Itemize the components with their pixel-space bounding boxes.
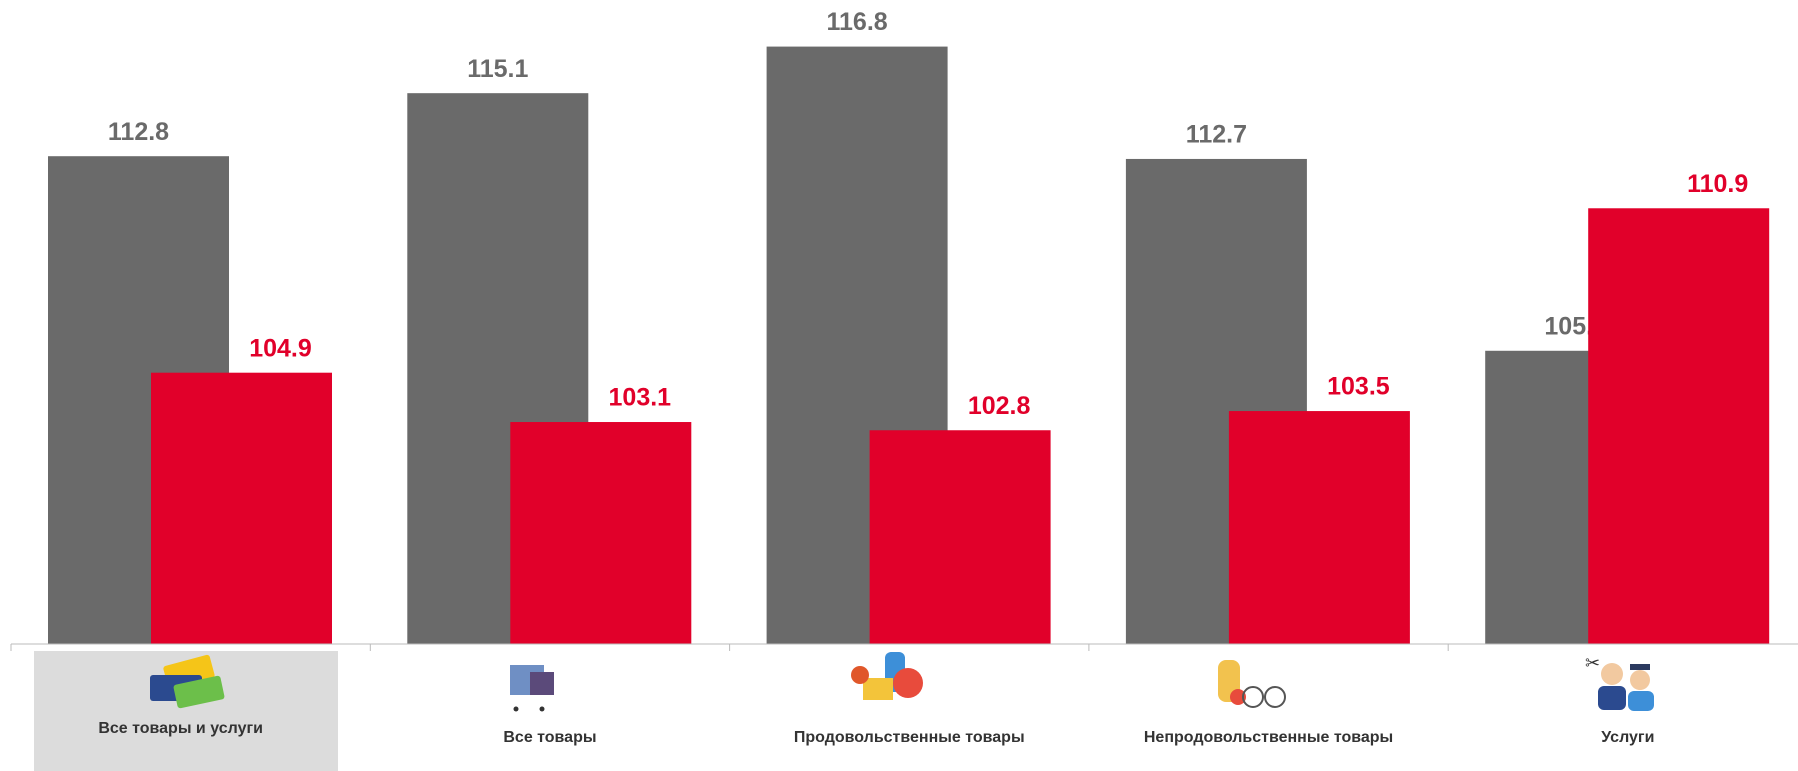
bar: [510, 422, 692, 644]
value-label: 115.1: [467, 55, 528, 83]
x-tick-label: Все товары: [503, 729, 596, 746]
value-label: 103.1: [609, 384, 672, 412]
x-tick-label: Все товары и услуги: [98, 720, 263, 737]
icon-services: ✂: [1585, 653, 1654, 711]
icon-food: [851, 652, 923, 700]
value-label: 102.8: [968, 392, 1031, 420]
value-label: 112.8: [108, 118, 169, 146]
icon-goods: [510, 665, 554, 712]
value-label: 110.9: [1687, 170, 1748, 198]
icon-all: [150, 654, 225, 709]
x-tick-label: Услуги: [1601, 729, 1654, 746]
svg-text:✂: ✂: [1585, 653, 1600, 673]
bar: [151, 372, 332, 644]
value-label: 104.9: [249, 334, 312, 362]
bar: [1228, 411, 1410, 644]
icon-nonfood: [1218, 660, 1286, 708]
x-tick-label: Продовольственные товары: [794, 729, 1025, 746]
value-label: 116.8: [827, 8, 888, 36]
x-tick-label: Непродовольственные товары: [1144, 729, 1393, 746]
value-label: 112.7: [1186, 121, 1247, 149]
bar: [1588, 208, 1770, 644]
bar: [869, 430, 1051, 644]
value-label: 103.5: [1327, 373, 1390, 401]
